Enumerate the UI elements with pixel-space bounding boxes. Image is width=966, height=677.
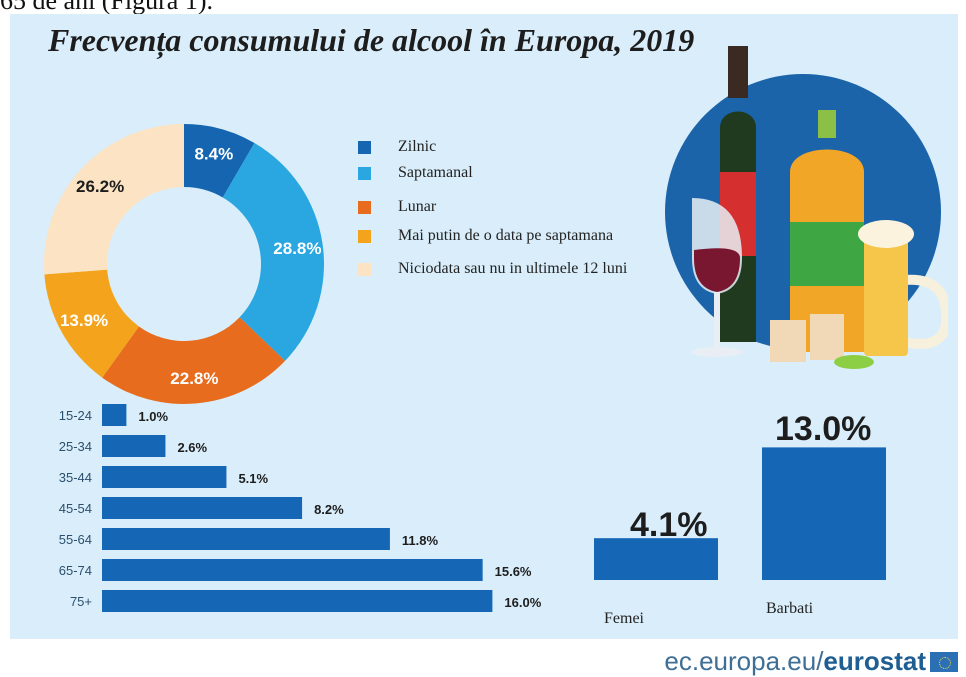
value-label-femei: 4.1% <box>630 506 708 544</box>
donut-value-label: 8.4% <box>194 144 233 163</box>
legend-swatch <box>358 167 371 180</box>
donut-slice-4 <box>44 269 139 378</box>
bottles-illustration <box>665 46 948 369</box>
category-label-femei: Femei <box>604 610 644 627</box>
age-value-label: 11.8% <box>402 533 439 548</box>
age-bar-75+ <box>102 590 493 612</box>
age-category-label: 65-74 <box>59 563 92 578</box>
shot-glasses-icon <box>770 314 844 362</box>
age-category-label: 45-54 <box>59 501 92 516</box>
age-value-label: 1.0% <box>138 409 168 424</box>
legend-swatch <box>358 230 371 243</box>
age-bar-35-44 <box>102 466 227 488</box>
age-bar-chart: 15-24 1.0% 25-34 2.6% 35-44 5.1% 45-54 8.2% 55-6… <box>59 404 542 612</box>
age-category-label: 75+ <box>70 594 92 609</box>
beer-mug-icon <box>858 220 948 356</box>
whisky-bottle-icon <box>790 110 864 352</box>
legend-label: Zilnic <box>398 138 437 155</box>
chart-title: Frecvența consumului de alcool în Europa… <box>48 22 695 58</box>
footer-brand: eurostat <box>823 646 926 676</box>
age-bar-25-34 <box>102 435 166 457</box>
legend-label: Mai putin de o data pe saptamana <box>398 227 614 244</box>
donut-slice-1 <box>184 124 255 198</box>
eurostat-footer: ec.europa.eu/eurostat <box>664 646 958 677</box>
age-bar-45-54 <box>102 497 303 519</box>
footer-domain: ec.europa.eu/ <box>664 646 824 676</box>
eu-flag-icon <box>930 652 958 672</box>
age-value-label: 8.2% <box>314 502 344 517</box>
legend-label: Niciodata sau nu in ultimele 12 luni <box>398 260 628 277</box>
age-value-label: 16.0% <box>504 595 541 610</box>
age-bar-15-24 <box>102 404 127 426</box>
age-bar-65-74 <box>102 559 483 581</box>
age-bar-55-64 <box>102 528 390 550</box>
age-category-label: 55-64 <box>59 532 92 547</box>
legend-swatch <box>358 141 371 154</box>
age-value-label: 2.6% <box>177 440 207 455</box>
donut-value-label: 13.9% <box>60 311 108 330</box>
donut-slice-3 <box>102 317 286 405</box>
donut-value-label: 28.8% <box>273 239 321 258</box>
age-category-label: 35-44 <box>59 470 92 485</box>
category-label-barbati: Barbati <box>766 600 814 617</box>
age-category-label: 25-34 <box>59 439 92 454</box>
age-value-label: 5.1% <box>238 471 268 486</box>
gender-bar-barbati <box>762 447 886 580</box>
donut-value-label: 22.8% <box>170 369 218 388</box>
value-label-barbati: 13.0% <box>775 410 872 448</box>
infographic-panel: Frecvența consumului de alcool în Europa… <box>10 14 958 639</box>
donut-slice-2 <box>222 143 324 361</box>
donut-chart: 8.4% 28.8% 22.8% 13.9% 26.2% <box>43 124 324 405</box>
donut-value-label: 26.2% <box>76 177 124 196</box>
gender-bar-chart <box>594 447 886 580</box>
legend-label: Saptamanal <box>398 164 473 181</box>
top-caption: 65 de ani (Figura 1). <box>0 0 214 15</box>
legend-swatch <box>358 263 371 276</box>
legend-swatch <box>358 201 371 214</box>
wine-glass-icon <box>691 198 743 357</box>
donut-slice-5 <box>43 124 184 275</box>
legend-label: Lunar <box>398 198 437 215</box>
lime-icon <box>834 355 874 369</box>
gender-bar-femei <box>594 538 718 580</box>
age-value-label: 15.6% <box>495 564 532 579</box>
age-category-label: 15-24 <box>59 408 92 423</box>
